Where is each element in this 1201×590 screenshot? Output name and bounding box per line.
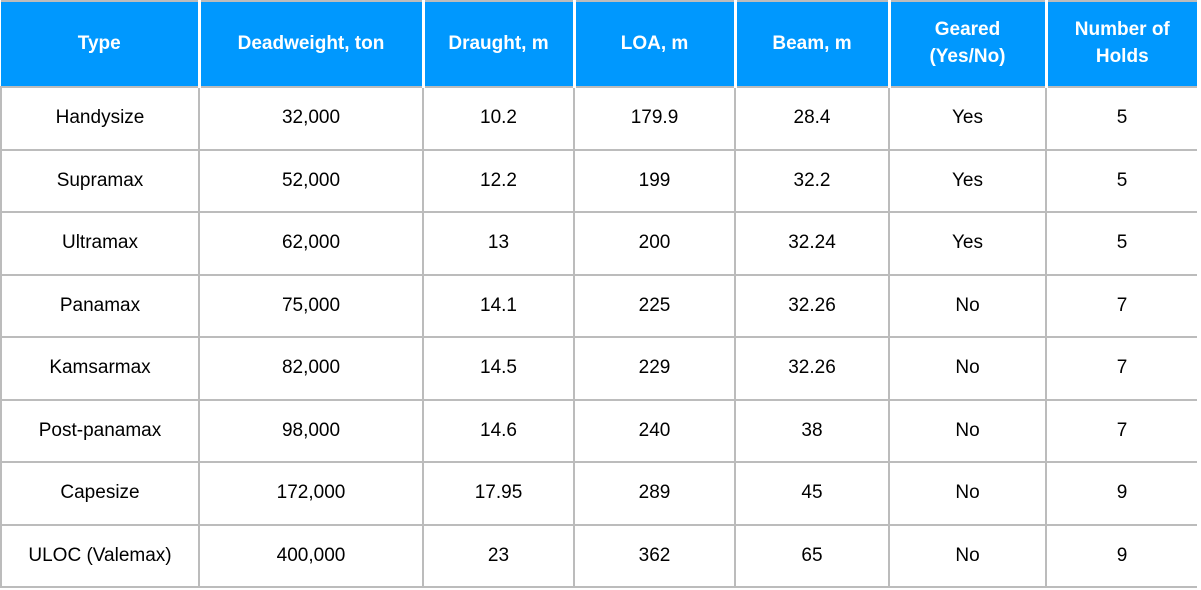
column-header-loa: LOA, m bbox=[572, 0, 737, 88]
cell-type: Capesize bbox=[0, 461, 200, 526]
cell-geared: No bbox=[888, 273, 1047, 338]
cell-holds: 5 bbox=[1045, 86, 1197, 151]
cell-draught: 14.5 bbox=[422, 336, 575, 401]
cell-beam: 32.24 bbox=[734, 211, 890, 276]
cell-geared: Yes bbox=[888, 148, 1047, 213]
cell-draught: 13 bbox=[422, 211, 575, 276]
cell-holds: 7 bbox=[1045, 273, 1197, 338]
cell-draught: 10.2 bbox=[422, 86, 575, 151]
cell-holds: 5 bbox=[1045, 148, 1197, 213]
cell-type: Kamsarmax bbox=[0, 336, 200, 401]
column-header-draught: Draught, m bbox=[421, 0, 576, 88]
row-ultramax: Ultramax 62,000 13 200 32.24 Yes 5 bbox=[0, 211, 1197, 276]
column-header-type: Type bbox=[1, 0, 201, 88]
row-uloc-valemax: ULOC (Valemax) 400,000 23 362 65 No 9 bbox=[0, 523, 1197, 588]
cell-deadweight: 98,000 bbox=[198, 398, 424, 463]
cell-holds: 7 bbox=[1045, 336, 1197, 401]
row-capesize: Capesize 172,000 17.95 289 45 No 9 bbox=[0, 461, 1197, 526]
column-header-beam: Beam, m bbox=[733, 0, 891, 88]
cell-loa: 200 bbox=[573, 211, 736, 276]
row-panamax: Panamax 75,000 14.1 225 32.26 No 7 bbox=[0, 273, 1197, 338]
cell-draught: 17.95 bbox=[422, 461, 575, 526]
cell-type: Handysize bbox=[0, 86, 200, 151]
cell-geared: Yes bbox=[888, 211, 1047, 276]
cell-deadweight: 32,000 bbox=[198, 86, 424, 151]
cell-loa: 225 bbox=[573, 273, 736, 338]
cell-type: Post-panamax bbox=[0, 398, 200, 463]
cell-deadweight: 400,000 bbox=[198, 523, 424, 588]
column-header-deadweight: Deadweight, ton bbox=[197, 0, 425, 88]
cell-deadweight: 82,000 bbox=[198, 336, 424, 401]
cell-loa: 179.9 bbox=[573, 86, 736, 151]
cell-holds: 9 bbox=[1045, 461, 1197, 526]
cell-beam: 38 bbox=[734, 398, 890, 463]
cell-draught: 12.2 bbox=[422, 148, 575, 213]
cell-beam: 45 bbox=[734, 461, 890, 526]
header-row: Type Deadweight, ton Draught, m LOA, m B… bbox=[1, 0, 1197, 88]
cell-loa: 199 bbox=[573, 148, 736, 213]
cell-holds: 5 bbox=[1045, 211, 1197, 276]
cell-beam: 28.4 bbox=[734, 86, 890, 151]
cell-geared: No bbox=[888, 461, 1047, 526]
cell-deadweight: 52,000 bbox=[198, 148, 424, 213]
row-post-panamax: Post-panamax 98,000 14.6 240 38 No 7 bbox=[0, 398, 1197, 463]
row-kamsarmax: Kamsarmax 82,000 14.5 229 32.26 No 7 bbox=[0, 336, 1197, 401]
cell-beam: 32.26 bbox=[734, 336, 890, 401]
cell-loa: 289 bbox=[573, 461, 736, 526]
cell-geared: No bbox=[888, 398, 1047, 463]
cell-beam: 32.2 bbox=[734, 148, 890, 213]
row-supramax: Supramax 52,000 12.2 199 32.2 Yes 5 bbox=[0, 148, 1197, 213]
cell-deadweight: 75,000 bbox=[198, 273, 424, 338]
cell-deadweight: 172,000 bbox=[198, 461, 424, 526]
row-handysize: Handysize 32,000 10.2 179.9 28.4 Yes 5 bbox=[0, 86, 1197, 151]
cell-holds: 7 bbox=[1045, 398, 1197, 463]
cell-geared: Yes bbox=[888, 86, 1047, 151]
cell-loa: 229 bbox=[573, 336, 736, 401]
cell-type: Ultramax bbox=[0, 211, 200, 276]
column-header-geared: Geared (Yes/No) bbox=[887, 0, 1048, 88]
cell-deadweight: 62,000 bbox=[198, 211, 424, 276]
cell-type: Panamax bbox=[0, 273, 200, 338]
cell-type: Supramax bbox=[0, 148, 200, 213]
cell-beam: 65 bbox=[734, 523, 890, 588]
cell-draught: 14.1 bbox=[422, 273, 575, 338]
cell-draught: 14.6 bbox=[422, 398, 575, 463]
cell-beam: 32.26 bbox=[734, 273, 890, 338]
cell-geared: No bbox=[888, 523, 1047, 588]
cell-loa: 362 bbox=[573, 523, 736, 588]
cell-draught: 23 bbox=[422, 523, 575, 588]
cell-geared: No bbox=[888, 336, 1047, 401]
cell-holds: 9 bbox=[1045, 523, 1197, 588]
column-header-holds: Number of Holds bbox=[1044, 0, 1197, 88]
cell-loa: 240 bbox=[573, 398, 736, 463]
cell-type: ULOC (Valemax) bbox=[0, 523, 200, 588]
